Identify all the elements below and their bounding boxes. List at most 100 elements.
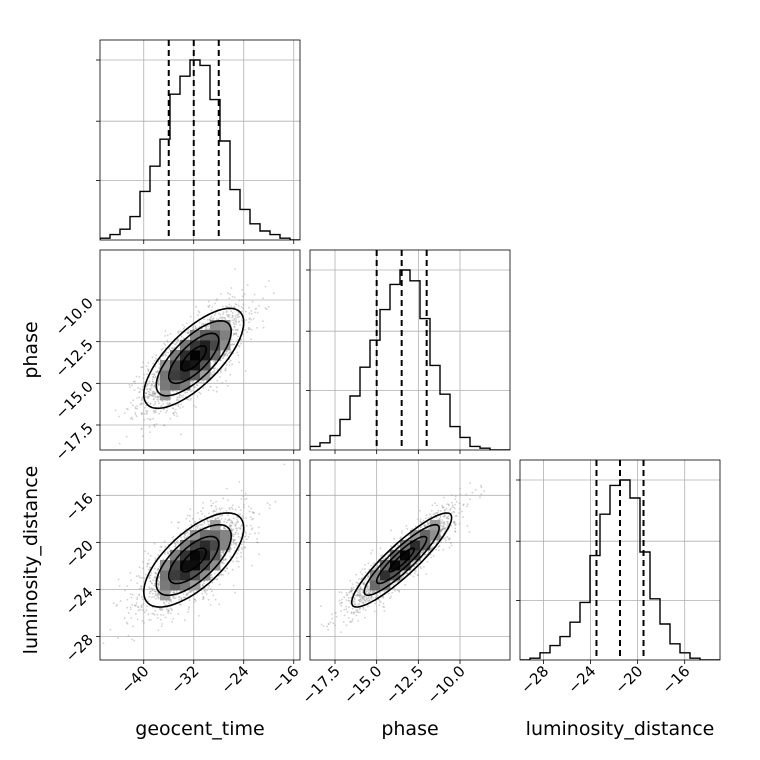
sample-point [149,431,152,433]
density-cell [190,540,201,551]
sample-point [364,600,367,603]
sample-point [239,537,242,539]
sample-point [199,523,201,526]
sample-point [157,580,160,583]
sample-point [231,295,234,298]
sample-point [144,396,147,399]
sample-point [230,548,233,550]
sample-point [186,514,189,517]
sample-point [202,322,205,325]
density-cell [170,360,181,371]
sample-point [151,596,153,599]
sample-point [169,612,172,614]
sample-point [168,402,171,405]
sample-point [222,558,225,561]
sample-point [176,341,178,344]
sample-point [167,341,169,343]
sample-point [420,521,422,524]
sample-point [203,582,205,585]
sample-point [92,422,94,424]
sample-point [240,342,242,345]
sample-point [247,536,250,538]
sample-point [157,400,160,402]
sample-point [153,590,156,593]
sample-point [153,424,155,427]
sample-point [133,389,136,391]
sample-point [129,402,132,404]
sample-point [161,608,164,611]
sample-point [234,523,237,525]
sample-point [242,495,245,497]
sample-point [140,585,142,588]
sample-point [146,417,149,420]
sample-point [231,319,234,322]
sample-point [125,621,128,624]
sample-point [153,614,156,616]
sample-point [454,498,457,501]
sample-point [231,314,234,317]
sample-point [359,598,361,601]
sample-point [189,399,192,401]
sample-point [153,392,156,394]
sample-point [177,399,180,401]
sample-point [234,539,237,542]
sample-point [462,504,465,507]
sample-point [157,582,160,585]
sample-point [157,592,160,595]
sample-point [198,615,200,617]
sample-point [201,583,204,586]
sample-point [178,598,181,601]
sample-point [189,591,192,594]
sample-point [241,548,244,550]
sample-point [157,568,160,571]
sample-point [211,318,214,321]
sample-point [136,618,139,621]
sample-point [139,391,141,393]
density-cell [180,550,191,561]
sample-point [148,619,151,621]
sample-point [227,572,230,575]
sample-point [236,552,239,555]
sample-point [369,590,371,593]
sample-point [230,519,233,522]
sample-point [139,388,142,390]
sample-point [152,376,155,378]
sample-point [136,405,139,407]
sample-point [453,507,456,510]
sample-point [251,511,254,514]
sample-point [218,507,221,510]
sample-point [225,558,228,561]
sample-point [163,601,165,604]
sample-point [173,346,176,349]
sample-point [231,529,233,532]
sample-point [153,390,155,393]
sample-point [219,370,222,372]
sample-point [139,608,141,611]
sample-point [221,551,224,553]
sample-point [160,607,162,610]
sample-point [364,567,366,570]
sample-point [130,416,133,419]
sample-point [202,598,204,601]
sample-point [178,330,181,333]
sample-point [240,551,243,554]
sample-point [220,573,223,576]
panel-frame [99,459,301,661]
sample-point [230,287,233,289]
sample-point [254,532,256,535]
sample-point [186,391,189,394]
sample-point [240,555,242,558]
sample-point [221,561,224,564]
sample-point [141,398,143,401]
sample-point [176,338,179,341]
sample-point [131,603,134,606]
sample-point [244,546,247,549]
sample-point [141,412,144,415]
sample-point [372,590,375,592]
sample-point [169,333,172,335]
sample-point [146,565,149,568]
sample-point [188,599,191,602]
sample-point [248,328,250,331]
sample-point [123,617,126,620]
sample-point [213,509,215,512]
